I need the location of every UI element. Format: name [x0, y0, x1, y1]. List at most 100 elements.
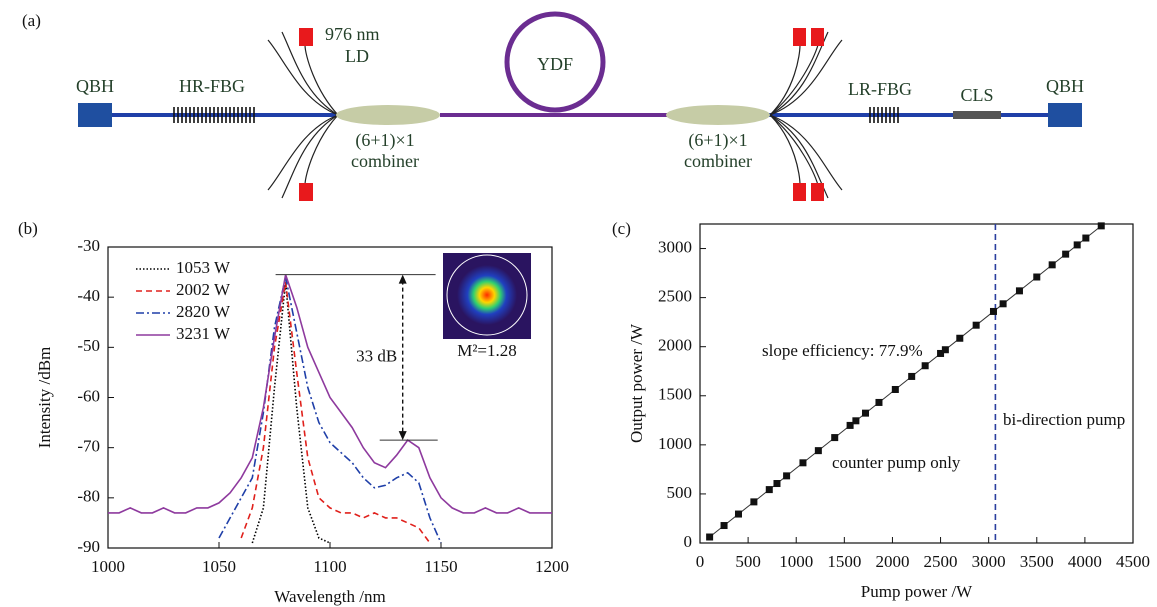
- ydf-coil: [504, 11, 606, 113]
- x-tick-label: 3500: [1020, 552, 1054, 571]
- combiner: [666, 105, 770, 125]
- y-tick-label: -60: [77, 386, 100, 405]
- data-point: [941, 346, 949, 354]
- x-tick-label: 3000: [972, 552, 1006, 571]
- component-label: QBH: [1046, 76, 1084, 96]
- fiber-laser-diagram: (a) QBH HR-FBG 976 nm LD YD: [22, 11, 1084, 201]
- data-point: [999, 300, 1007, 308]
- beam-outline: [446, 254, 528, 336]
- data-point: [1033, 273, 1041, 281]
- cls: [953, 111, 1001, 119]
- data-point: [1073, 241, 1081, 249]
- legend-label: 2820 W: [176, 302, 231, 321]
- x-axis-label: Pump power /W: [861, 582, 973, 601]
- hr-fbg: [173, 107, 255, 123]
- x-axis-label: Wavelength /nm: [274, 587, 385, 606]
- panel-label: (b): [18, 219, 38, 238]
- combiner: [336, 105, 440, 125]
- annotation: bi-direction pump: [1003, 410, 1125, 429]
- annotation: M²=1.28: [457, 341, 517, 360]
- data-point: [720, 522, 728, 530]
- component-label: 976 nm: [325, 24, 380, 44]
- x-tick-label: 2000: [875, 552, 909, 571]
- data-point: [846, 421, 854, 429]
- component-label: LD: [345, 46, 369, 66]
- data-point: [1082, 234, 1090, 242]
- plot-frame: [699, 223, 1134, 544]
- data-point: [989, 307, 997, 315]
- spectrum-line: [108, 274, 552, 514]
- y-tick-label: 3000: [658, 237, 692, 256]
- y-axis-label: Intensity /dBm: [35, 347, 54, 449]
- y-tick-label: 1500: [658, 385, 692, 404]
- component-label: (6+1)×1: [688, 130, 747, 151]
- data-point: [1097, 222, 1105, 230]
- data-point: [937, 349, 945, 357]
- annotation: slope efficiency: 77.9%: [762, 341, 923, 360]
- x-tick-label: 2500: [924, 552, 958, 571]
- x-tick-label: 1050: [202, 557, 236, 576]
- legend-label: 1053 W: [176, 258, 231, 277]
- lr-fbg: [869, 107, 899, 123]
- component-label: CLS: [960, 85, 993, 105]
- component-label: HR-FBG: [179, 76, 245, 96]
- y-tick-label: 2500: [658, 287, 692, 306]
- y-tick-label: -30: [77, 236, 100, 255]
- data-point: [956, 334, 964, 342]
- x-tick-label: 0: [696, 552, 705, 571]
- data-point: [852, 417, 860, 425]
- component-label: (6+1)×1: [355, 130, 414, 151]
- data-point: [783, 472, 791, 480]
- x-tick-label: 1500: [827, 552, 861, 571]
- laser-diodes: [299, 28, 824, 201]
- arrow-head: [398, 431, 407, 441]
- y-tick-label: 1000: [658, 434, 692, 453]
- data-point: [765, 486, 773, 494]
- data-point: [1062, 250, 1070, 258]
- component-label: LR-FBG: [848, 79, 912, 99]
- spectrum-line: [218, 276, 442, 544]
- data-point: [831, 434, 839, 442]
- data-point: [875, 398, 883, 406]
- spectrum-line: [251, 282, 331, 544]
- data-point: [773, 480, 781, 488]
- x-tick-label: 4000: [1068, 552, 1102, 571]
- arrow-head: [398, 274, 407, 284]
- y-tick-label: -70: [77, 437, 100, 456]
- component-label: YDF: [537, 54, 573, 74]
- data-point: [799, 459, 807, 467]
- x-tick-label: 1200: [535, 557, 569, 576]
- qbh: [1048, 103, 1082, 127]
- component-label: QBH: [76, 76, 114, 96]
- x-tick-label: 500: [735, 552, 761, 571]
- annotation: 33 dB: [356, 346, 397, 365]
- qbh: [78, 103, 112, 127]
- annotation: counter pump only: [832, 453, 961, 472]
- y-tick-label: -40: [77, 286, 100, 305]
- y-tick-label: -90: [77, 537, 100, 556]
- x-tick-label: 1150: [424, 557, 457, 576]
- beam-spot: [457, 265, 517, 325]
- data-point: [972, 321, 980, 329]
- panel-label: (c): [612, 219, 631, 238]
- spectrum-line: [240, 281, 431, 544]
- y-tick-label: -80: [77, 487, 100, 506]
- x-tick-label: 4500: [1116, 552, 1150, 571]
- x-tick-label: 1000: [91, 557, 125, 576]
- pump-fibers: [267, 31, 843, 199]
- component-label: combiner: [351, 151, 419, 171]
- panel-label: (a): [22, 11, 41, 30]
- beam-profile-inset: [443, 253, 531, 339]
- data-point: [814, 447, 822, 455]
- y-tick-label: 2000: [658, 336, 692, 355]
- y-axis-label: Output power /W: [627, 323, 646, 443]
- data-point: [862, 409, 870, 417]
- data-point: [750, 498, 758, 506]
- data-point: [1048, 261, 1056, 269]
- data-point: [706, 533, 714, 541]
- x-tick-label: 1000: [779, 552, 813, 571]
- data-point: [908, 372, 916, 380]
- y-tick-label: 500: [667, 483, 693, 502]
- y-tick-label: 0: [684, 532, 693, 551]
